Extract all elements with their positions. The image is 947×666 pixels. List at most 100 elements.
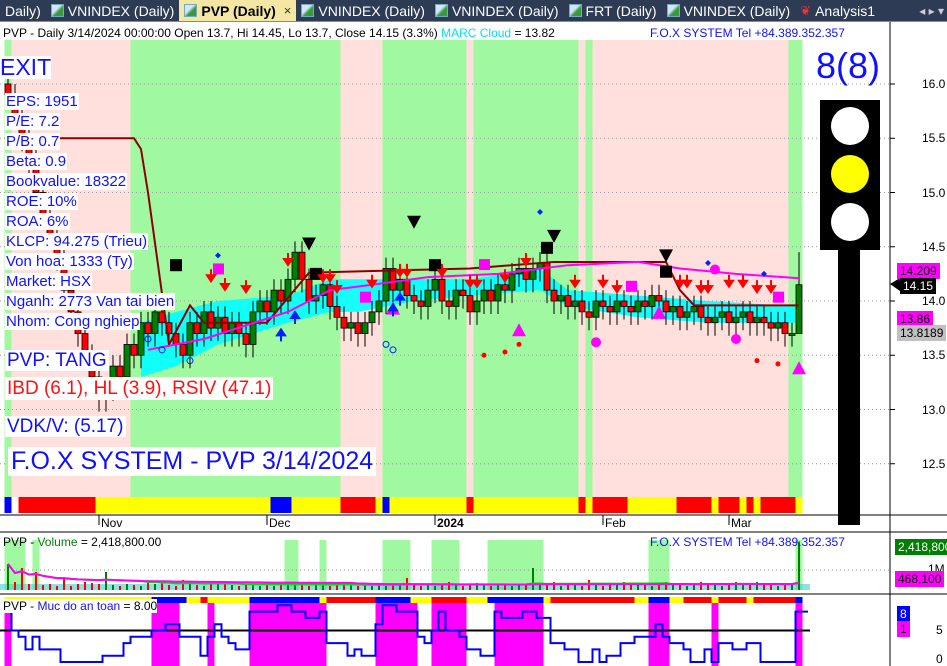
candle [144,311,152,347]
candle-body [487,289,495,302]
indicators-label: IBD (6.1), HL (3.9), RSIV (47.1) [5,377,274,400]
candle [690,295,698,325]
volume-tag: 2,418,800 [895,539,947,555]
candle-body [564,295,572,307]
sell-arrow-icon [317,269,329,284]
blue-ring-marker [382,340,390,348]
status-bar-segment [291,497,341,513]
status-bar-segment [382,497,390,513]
tab-daily-[interactable]: Daily) [0,0,46,21]
tab-vnindex-daily-[interactable]: VNINDEX (Daily) [296,0,430,21]
tab-vnindex-daily-[interactable]: VNINDEX (Daily) [430,0,564,21]
candle-body [788,333,796,336]
candle-body [690,306,698,313]
candle-body [683,311,691,318]
safety-header: PVP - Muc do an toan = 8.00 [3,599,158,613]
price-tick: 14.5 [922,239,946,254]
candle [389,257,397,304]
tab-scroll-arrows[interactable]: ◂ ▸ ▾ [919,3,944,18]
candle [557,284,565,315]
price-tick: 13.5 [922,348,946,363]
cloud-value: = 13.82 [511,26,555,40]
magenta-trend-line [147,260,800,351]
tab-label: VNINDEX (Daily) [67,2,175,19]
sell-arrow-icon [324,269,336,284]
sell-arrow-icon [569,274,581,289]
safety-background [494,603,544,666]
candle-body [585,311,593,318]
tab-pvp-daily-[interactable]: PVP (Daily) × [179,0,297,21]
safety-strip-segment [326,597,376,603]
candle [669,295,677,325]
safety-strip-segment [466,597,488,603]
price-tick: 14.0 [922,294,946,308]
price-tick: 12.5 [922,456,946,471]
status-bar-segment [592,497,628,513]
vdk-label: VDK/V: (5.17) [5,416,126,437]
fundamental-item: ROE: 10% [5,193,78,210]
fundamental-item: EPS: 1951 [5,93,79,110]
safety-strip-segment [683,597,712,603]
status-bar-segment [627,497,677,513]
candle [375,290,383,325]
safety-tick-0: 0 [936,652,943,666]
candle-body [375,300,383,313]
candle-body [767,322,775,329]
tab-bar: Daily) VNINDEX (Daily) PVP (Daily) × VNINDEX… [0,0,947,22]
candle [627,295,635,325]
candle-body [417,300,425,307]
candle-body [263,300,271,313]
fundamental-item: ROA: 6% [5,213,70,230]
candle [137,311,145,369]
blue-ring-marker [144,335,152,343]
candle-body [431,278,439,291]
candle [697,295,705,331]
candle [571,290,579,320]
candle-body [382,268,390,302]
tab-analysis1[interactable]: ❦ Analysis1 [795,0,880,21]
analysis-icon: ❦ [800,2,812,18]
candle-body [256,300,264,313]
candle-body [137,322,145,356]
candle-body [522,268,530,280]
red-dot-marker [481,352,487,358]
date-tick: Nov [101,516,123,530]
tab-frt-daily-[interactable]: FRT (Daily) [564,0,662,21]
sell-arrow-icon [401,263,413,278]
volume-header: PVP - Volume = 2,418,800.00 [3,535,161,549]
candle-body [795,284,803,334]
status-bar-segment [711,497,719,513]
candle-body [641,300,649,307]
sell-arrow-icon [765,280,777,294]
status-bar-segment [270,497,292,513]
candle-body [326,284,334,307]
candle-body [697,306,705,318]
sell-arrow-icon [611,280,623,294]
black-square-marker [429,259,441,272]
sell-arrow-icon [394,263,406,278]
close-tab-icon[interactable]: × [283,3,292,18]
candle-body [319,284,327,296]
brand-text: F.O.X SYSTEM Tel +84.389.352.357 [650,26,845,40]
safety-background [648,603,670,666]
fundamental-item: P/E: 7.2 [5,113,61,130]
tab-vnindex-daily-[interactable]: VNINDEX (Daily) [662,0,796,21]
tab-label: Daily) [5,2,41,19]
traffic-light-yellow [831,155,869,193]
red-dot-marker [775,361,781,367]
candle-body [354,322,362,334]
safety-strip-segment [718,597,747,603]
tab-vnindex-daily-[interactable]: VNINDEX (Daily) [46,0,180,21]
regime-background [340,40,383,497]
safety-strip-segment [249,597,320,603]
sell-arrow-icon [681,274,693,289]
candle [424,279,432,320]
candle-body [270,289,278,313]
candle-body [186,322,194,356]
tab-label: VNINDEX (Daily) [683,2,791,19]
blue-ring-marker [186,357,194,365]
trend-label: PVP: TANG [5,350,109,371]
status-bar-segment [340,497,376,513]
tab-label: FRT (Daily) [585,2,657,19]
